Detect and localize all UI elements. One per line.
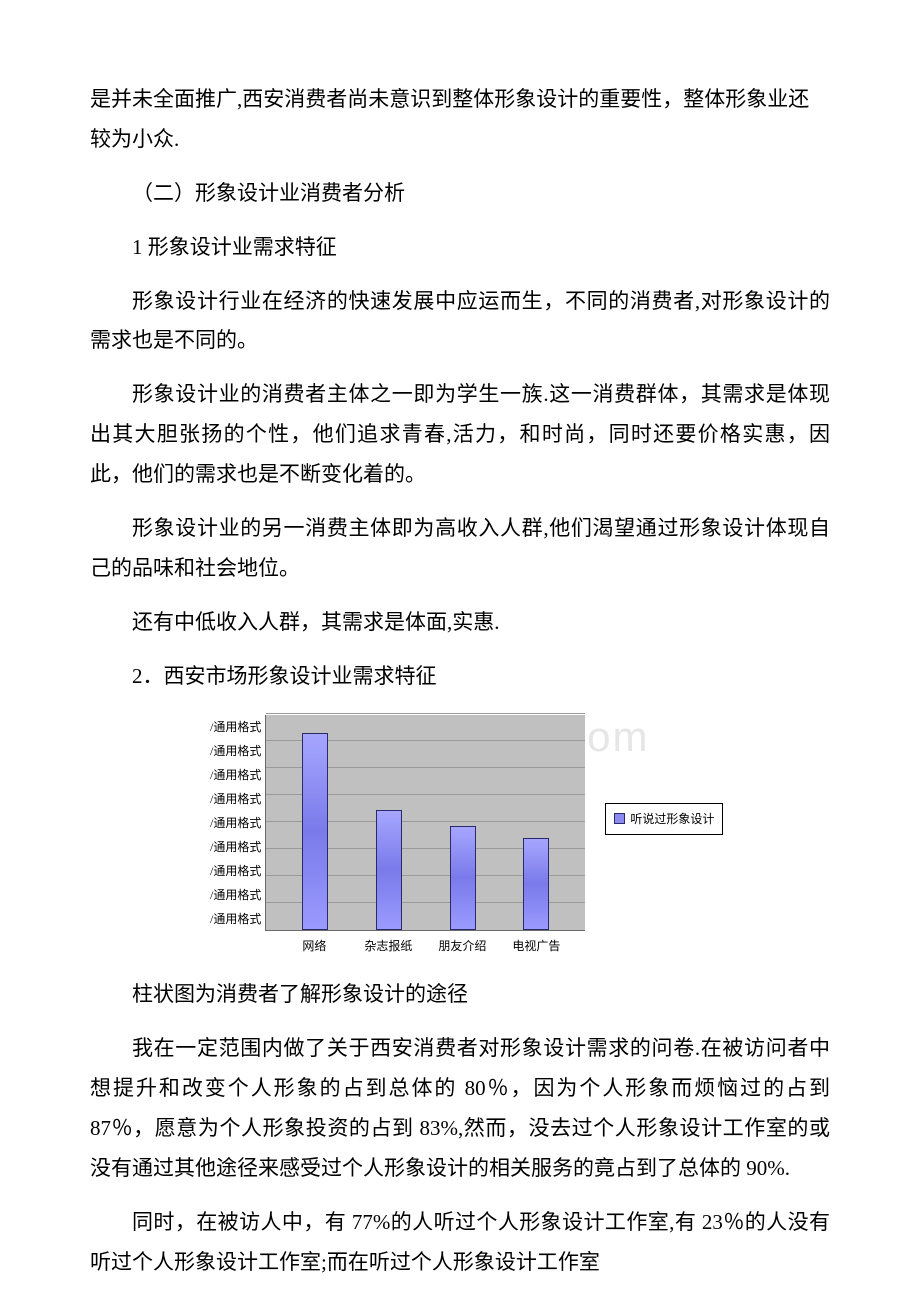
x-tick-label: 网络: [284, 935, 344, 958]
y-tick-label: /通用格式: [210, 883, 261, 907]
x-tick-label: 杂志报纸: [358, 935, 418, 958]
x-tick-label: 朋友介绍: [432, 935, 492, 958]
paragraph: 我在一定范围内做了关于西安消费者对形象设计需求的问卷.在被访问者中想提升和改变个…: [90, 1029, 830, 1189]
chart-legend: 听说过形象设计: [605, 803, 723, 836]
chart-bar: [523, 838, 549, 929]
y-tick-label: /通用格式: [210, 835, 261, 859]
paragraph: 形象设计行业在经济的快速发展中应运而生，不同的消费者,对形象设计的需求也是不同的…: [90, 282, 830, 362]
paragraph: 形象设计业的另一消费主体即为高收入人群,他们渴望通过形象设计体现自己的品味和社会…: [90, 509, 830, 589]
paragraph: 形象设计业的消费者主体之一即为学生一族.这一消费群体，其需求是体现出其大胆张扬的…: [90, 375, 830, 495]
paragraph: 同时，在被访人中，有 77%的人听过个人形象设计工作室,有 23％的人没有听过个…: [90, 1203, 830, 1283]
x-tick-label: 电视广告: [506, 935, 566, 958]
paragraph-continuation: 是并未全面推广,西安消费者尚未意识到整体形象设计的重要性，整体形象业还较为小众.: [90, 80, 830, 160]
chart-bar: [376, 810, 402, 930]
chart-bar: [450, 826, 476, 929]
y-tick-label: /通用格式: [210, 763, 261, 787]
chart-plot-area: [265, 715, 585, 931]
legend-swatch-icon: [614, 813, 625, 824]
chart-caption: 柱状图为消费者了解形象设计的途径: [90, 975, 830, 1015]
y-tick-label: /通用格式: [210, 811, 261, 835]
chart-y-axis: /通用格式/通用格式/通用格式/通用格式/通用格式/通用格式/通用格式/通用格式…: [210, 715, 265, 931]
chart-bar: [302, 733, 328, 930]
y-tick-label: /通用格式: [210, 787, 261, 811]
paragraph: 还有中低收入人群，其需求是体面,实惠.: [90, 603, 830, 643]
subheading-2: 2．西安市场形象设计业需求特征: [90, 657, 830, 697]
chart-x-axis: 网络杂志报纸朋友介绍电视广告: [265, 931, 585, 958]
section-heading-2: （二）形象设计业消费者分析: [90, 174, 830, 214]
subheading-1: 1 形象设计业需求特征: [90, 228, 830, 268]
chart-bars: [266, 715, 585, 930]
y-tick-label: /通用格式: [210, 739, 261, 763]
y-tick-label: /通用格式: [210, 859, 261, 883]
y-tick-label: /通用格式: [210, 715, 261, 739]
bar-chart: www.bdocx.com /通用格式/通用格式/通用格式/通用格式/通用格式/…: [210, 715, 750, 958]
y-tick-label: /通用格式: [210, 907, 261, 931]
legend-label: 听说过形象设计: [630, 808, 714, 831]
